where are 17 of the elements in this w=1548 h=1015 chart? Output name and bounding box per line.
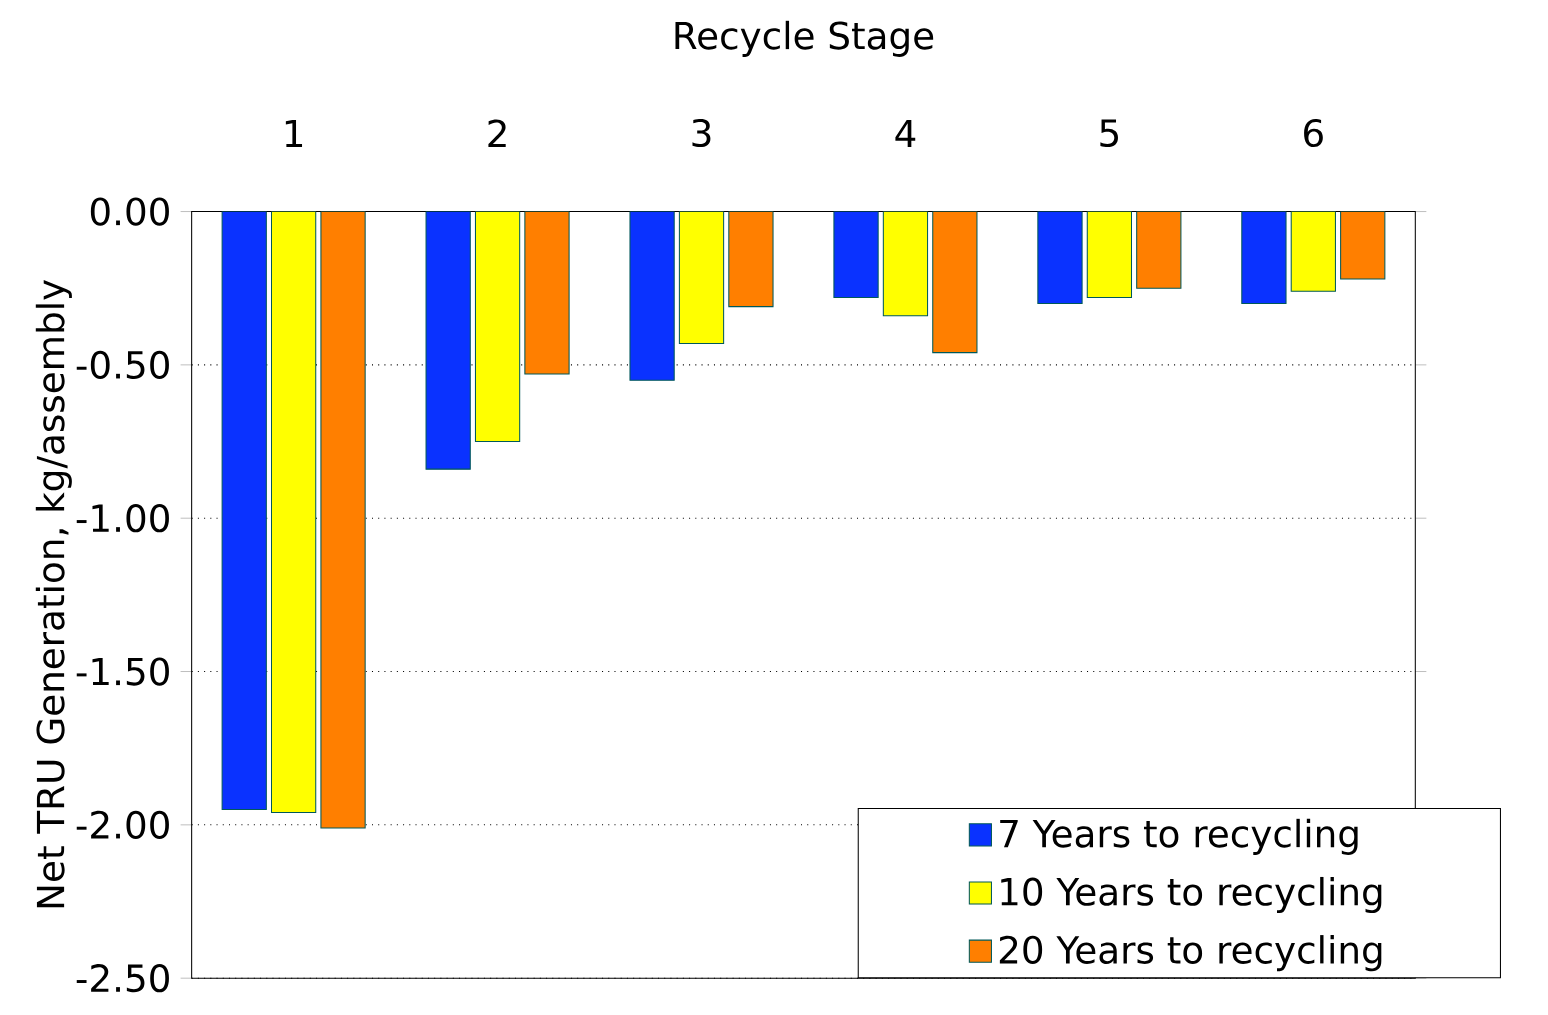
x-axis-title: Recycle Stage [675,20,934,57]
legend-label: 20 Years to recycling [999,935,1382,972]
legend-label: 10 Years to recycling [1001,876,1382,914]
y-axis-title: Net TRU Generation, kg/assembly [35,279,72,908]
y-tick-label: -0.50 [76,350,169,379]
y-tick-label: -2.00 [76,810,169,839]
y-tick-label: 0.00 [90,197,169,226]
y-tick-label: -2.50 [76,964,169,993]
y-tick-label: -1.50 [76,657,169,686]
x-tick-label: 6 [1304,118,1323,148]
x-tick-label: 1 [285,119,303,148]
x-tick-label: 3 [692,118,711,148]
legend-label: 7 Years to recycling [1000,818,1358,855]
x-tick-label: 2 [488,119,506,148]
x-tick-label: 5 [1100,119,1118,148]
x-tick-label: 4 [895,119,916,148]
y-tick-label: -1.00 [76,504,169,533]
